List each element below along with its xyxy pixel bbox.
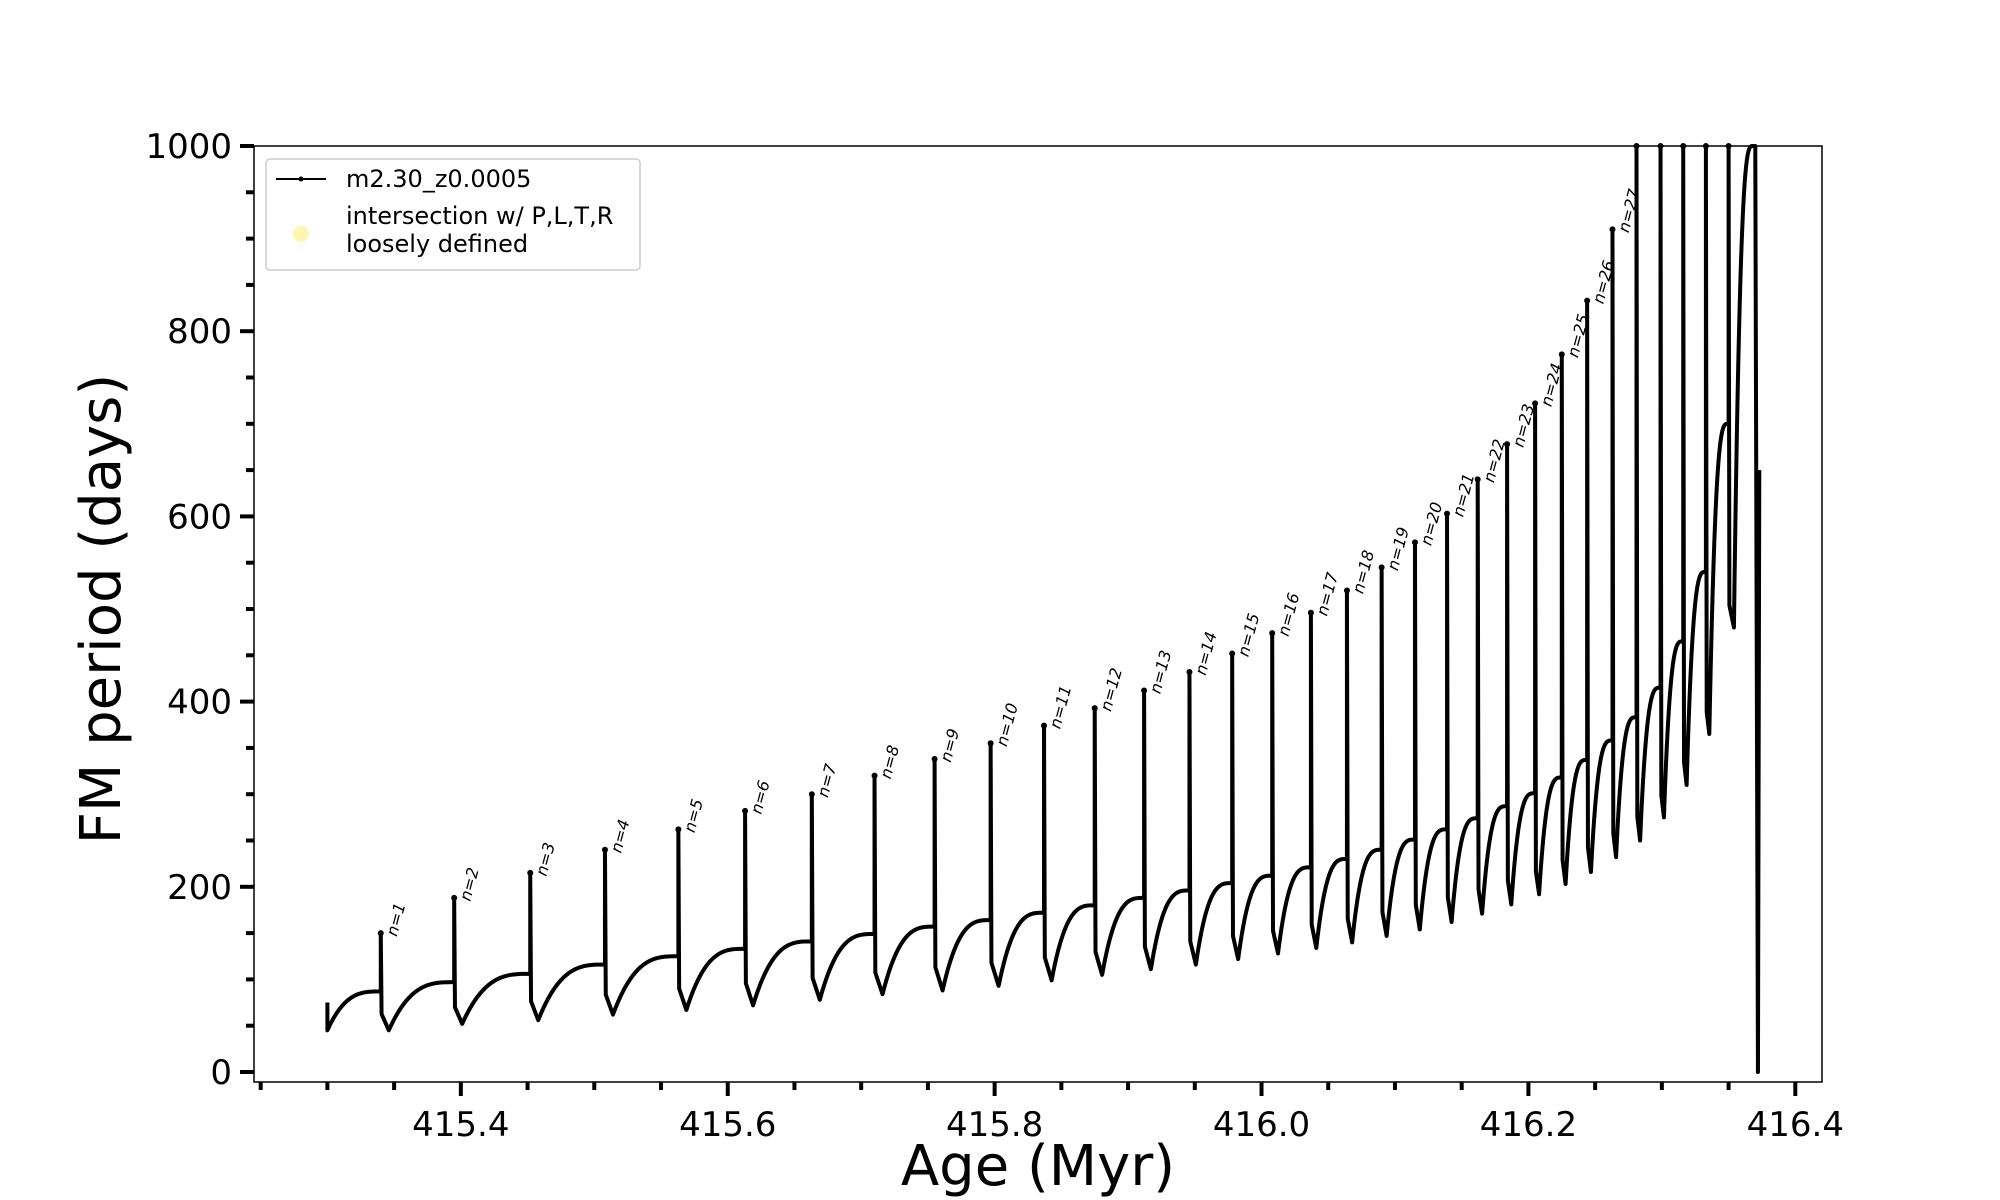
pulse-peak-point [527,869,534,876]
y-tick-label: 600 [167,497,232,537]
pulse-peak-point [675,826,682,833]
legend-label: m2.30_z0.0005 [346,165,531,193]
y-tick-label: 800 [167,312,232,352]
pulse-peak-point [1558,351,1565,358]
pulse-peak-point [742,807,749,814]
pulse-peak-point [1141,687,1148,694]
x-tick-label: 415.4 [412,1105,509,1145]
y-axis-title: FM period (days) [69,374,134,844]
x-tick-label: 415.6 [679,1105,776,1145]
pulse-peak-point [1474,476,1481,483]
y-tick-label: 1000 [145,127,232,167]
pulse-peak-point [1609,226,1616,233]
pulse-peak-point [1532,400,1539,407]
pulse-peak-point [451,894,458,901]
pulse-peak-point [808,791,815,798]
pulse-peak-point [1378,564,1385,571]
pulse-peak-point [1041,722,1048,729]
x-tick-label: 416.2 [1480,1105,1577,1145]
legend-circle-swatch [293,226,309,242]
pulse-peak-point [871,772,878,779]
pulse-peak-point [601,846,608,853]
x-tick-label: 416.0 [1213,1105,1310,1145]
series-layer [325,143,1762,1074]
x-tick-label: 416.4 [1747,1105,1844,1145]
pulse-peak-point [1411,539,1418,546]
y-tick-label: 400 [167,683,232,723]
x-axis: 415.4 415.6 415.8 416.0 416.2 416.4 [258,1082,1844,1145]
pulse-peak-point [1186,668,1193,675]
legend-label: loosely defined [346,230,528,258]
pulse-peak-point [1229,650,1236,657]
x-axis-title: Age (Myr) [901,1134,1175,1199]
pulse-peak-point [1269,630,1276,637]
legend-line-marker [298,176,304,182]
pulse-peak-point [1343,587,1350,594]
pulse-peak-point [1307,609,1314,616]
y-tick-label: 0 [210,1053,232,1093]
plot-frame [253,145,1823,1083]
pulse-peak-point [1584,297,1591,304]
pulse-peak-point [987,740,994,747]
y-tick-label: 200 [167,868,232,908]
legend: m2.30_z0.0005 intersection w/ P,L,T,Rloos… [265,158,641,271]
pulse-peak-point [931,756,938,763]
series-line [325,144,1762,1074]
legend-label: intersection w/ P,L,T,R [346,202,613,230]
x-tick-label: 415.8 [946,1105,1043,1145]
pulse-peak-point [1504,441,1511,448]
legend-box [265,158,641,271]
pulse-peak-point [377,930,384,937]
y-axis: 0 200 400 600 800 1000 [145,127,254,1093]
pulse-peak-point [1091,705,1098,712]
pulse-peak-point [1444,510,1451,517]
